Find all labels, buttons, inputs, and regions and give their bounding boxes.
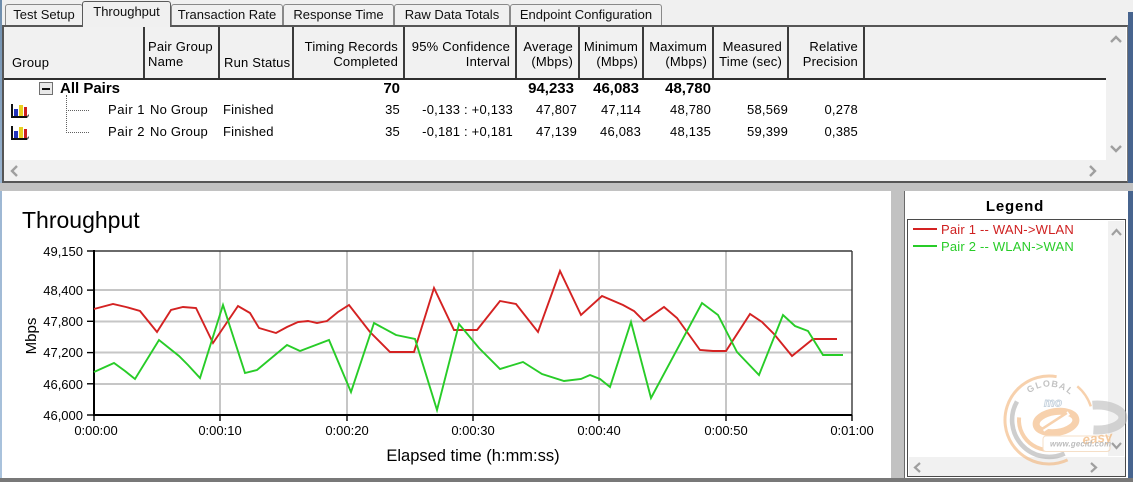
svg-text:49,150: 49,150	[43, 244, 83, 259]
svg-text:0:00:40: 0:00:40	[577, 423, 620, 438]
svg-text:0:00:10: 0:00:10	[198, 423, 241, 438]
svg-text:mo: mo	[1044, 396, 1062, 410]
svg-text:Elapsed time (h:mm:ss): Elapsed time (h:mm:ss)	[386, 447, 559, 465]
svg-text:0:00:20: 0:00:20	[325, 423, 368, 438]
svg-text:Mbps: Mbps	[23, 318, 40, 355]
svg-text:www.gecid.com: www.gecid.com	[1050, 440, 1111, 449]
svg-text:A: A	[1058, 381, 1068, 393]
svg-text:46,000: 46,000	[43, 408, 83, 423]
svg-text:B: B	[1051, 379, 1060, 390]
svg-text:0:00:00: 0:00:00	[74, 423, 117, 438]
svg-text:O: O	[1043, 378, 1051, 388]
svg-text:G: G	[1025, 383, 1036, 395]
svg-text:47,800: 47,800	[43, 314, 83, 329]
svg-text:47,200: 47,200	[43, 345, 83, 360]
svg-text:L: L	[1034, 379, 1043, 390]
svg-text:easy: easy	[1082, 429, 1115, 448]
svg-text:0:01:00: 0:01:00	[830, 423, 873, 438]
svg-text:0:00:30: 0:00:30	[451, 423, 494, 438]
svg-text:48,400: 48,400	[43, 283, 83, 298]
svg-text:46,600: 46,600	[43, 377, 83, 392]
svg-text:0:00:50: 0:00:50	[704, 423, 747, 438]
svg-text:Throughput: Throughput	[22, 207, 140, 233]
svg-text:L: L	[1065, 385, 1076, 397]
